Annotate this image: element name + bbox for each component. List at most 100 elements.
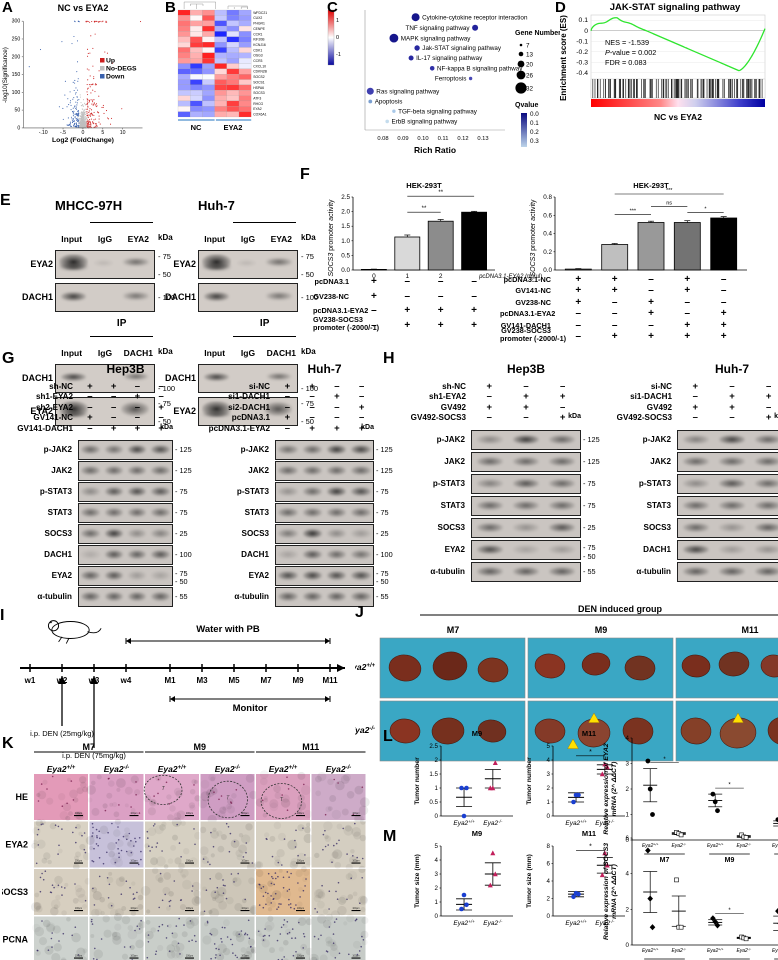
svg-text:w1: w1 [24,676,36,685]
svg-text:1: 1 [435,899,439,906]
svg-text:2: 2 [547,896,551,903]
svg-text:M3: M3 [196,676,208,685]
svg-text:B: B [165,0,176,16]
svg-text:100µm: 100µm [297,860,304,863]
svg-text:KIF20B: KIF20B [253,38,265,42]
svg-text:P-value = 0.002: P-value = 0.002 [605,48,656,57]
svg-text:Relative expression of EYA2: Relative expression of EYA2 [603,743,610,835]
svg-text:Cytokine-cytokine receptor int: Cytokine-cytokine receptor interaction [422,14,528,21]
svg-text:0.2: 0.2 [543,249,552,256]
svg-text:13: 13 [526,52,534,59]
svg-text:0.09: 0.09 [397,136,408,142]
svg-text:3: 3 [547,771,551,778]
svg-text:2: 2 [547,785,551,792]
svg-text:*: * [704,207,707,213]
svg-text:OSG3: OSG3 [253,54,263,58]
svg-text:2: 2 [435,885,439,892]
svg-text:5: 5 [101,130,104,136]
svg-text:2: 2 [435,757,439,764]
svg-text:100µm: 100µm [352,812,359,815]
svg-text:100µm: 100µm [75,812,82,815]
svg-text:26: 26 [526,73,534,80]
svg-text:Water with PB: Water with PB [196,624,260,635]
svg-text:0: 0 [547,913,551,920]
svg-text:1: 1 [435,785,439,792]
svg-text:M9: M9 [292,676,304,685]
svg-text:100µm: 100µm [130,860,137,863]
svg-text:EYA2: EYA2 [224,123,243,132]
svg-text:M7: M7 [82,742,95,752]
svg-text:M9: M9 [472,829,482,838]
svg-text:100µm: 100µm [241,907,248,910]
svg-text:2: 2 [626,786,630,793]
svg-text:100µm: 100µm [186,860,193,863]
svg-text:mRNA (2^ ΔΔCT): mRNA (2^ ΔΔCT) [610,863,618,918]
svg-text:KCNJ16: KCNJ16 [253,43,266,47]
svg-text:0.4: 0.4 [543,231,552,238]
svg-text:Eya2-/-: Eya2-/- [736,948,752,955]
svg-text:100µm: 100µm [241,955,248,958]
svg-text:Eya2-/-: Eya2-/- [355,725,375,735]
svg-text:100µm: 100µm [352,907,359,910]
svg-text:1.5: 1.5 [429,771,438,778]
svg-text:1.5: 1.5 [341,223,350,230]
svg-text:100µm: 100µm [130,812,137,815]
svg-text:Rich Ratio: Rich Ratio [414,145,456,155]
svg-text:100µm: 100µm [130,907,137,910]
svg-text:Eya2-/-: Eya2-/- [483,819,503,827]
svg-text:100µm: 100µm [130,955,137,958]
svg-text:3: 3 [626,761,630,768]
svg-text:6: 6 [547,861,551,868]
svg-text:1.0: 1.0 [341,238,350,245]
svg-text:-0.2: -0.2 [576,49,588,56]
svg-text:M11: M11 [302,742,319,752]
svg-text:CUX2: CUX2 [253,16,262,20]
svg-text:HEK-293T: HEK-293T [633,181,669,190]
svg-text:Eya2+/+: Eya2+/+ [565,919,587,927]
svg-text:4: 4 [547,878,551,885]
svg-text:IL-17 signaling pathway: IL-17 signaling pathway [416,55,483,62]
svg-text:Eya2+/+: Eya2+/+ [565,819,587,827]
svg-text:-log10(Significance): -log10(Significance) [2,47,9,103]
svg-text:I: I [0,608,4,624]
svg-text:M7: M7 [260,676,272,685]
svg-text:M11: M11 [322,676,338,685]
svg-text:CENPE: CENPE [253,27,265,31]
svg-text:Eya2+/+: Eya2+/+ [772,948,778,955]
svg-text:Relative expression of SOCS3: Relative expression of SOCS3 [603,843,610,940]
svg-text:Eya2-/-: Eya2-/- [215,764,241,774]
svg-text:ns: ns [666,201,672,207]
svg-text:6: 6 [626,835,630,842]
svg-text:SOCS3: SOCS3 [253,91,265,95]
svg-text:100µm: 100µm [352,955,359,958]
svg-text:0: 0 [584,28,588,35]
svg-text:Tumor size (mm): Tumor size (mm) [414,854,421,908]
svg-text:300: 300 [12,19,21,25]
svg-text:0.6: 0.6 [543,212,552,219]
svg-text:0: 0 [81,130,84,136]
svg-text:Eya2+/+: Eya2+/+ [158,764,187,774]
svg-text:ATF3: ATF3 [253,96,261,100]
svg-text:100µm: 100µm [297,812,304,815]
svg-text:0.1: 0.1 [579,17,589,24]
svg-text:100µm: 100µm [297,955,304,958]
svg-text:-.5: -.5 [60,130,66,136]
svg-text:20: 20 [526,62,534,69]
svg-text:4: 4 [626,735,630,742]
svg-text:5: 5 [435,843,439,850]
svg-text:8: 8 [547,843,551,850]
svg-text:100µm: 100µm [297,907,304,910]
svg-text:**: ** [438,190,443,196]
svg-text:*: * [589,749,592,756]
svg-text:0.3: 0.3 [530,138,539,145]
svg-text:4: 4 [547,757,551,764]
svg-text:100µm: 100µm [241,812,248,815]
svg-text:0.08: 0.08 [377,136,388,142]
svg-text:***: *** [630,209,637,215]
svg-text:100µm: 100µm [75,907,82,910]
svg-text:M11: M11 [582,729,596,738]
svg-text:2.0: 2.0 [341,209,350,216]
svg-text:PHGR1: PHGR1 [253,22,265,26]
svg-text:0.8: 0.8 [543,194,552,201]
svg-text:Down: Down [106,73,125,80]
